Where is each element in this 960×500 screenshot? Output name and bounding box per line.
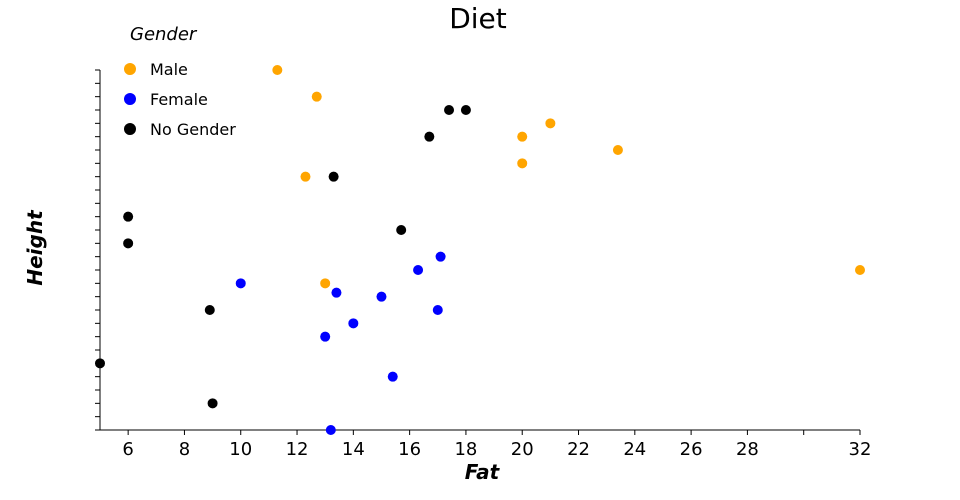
point-no-gender <box>204 305 215 315</box>
legend-marker-no-gender <box>124 123 136 135</box>
point-male <box>300 171 311 182</box>
y-axis <box>95 69 101 431</box>
point-no-gender <box>123 238 134 249</box>
x-axis: 6 8 10 12 14 16 18 20 22 24 26 28 32 <box>100 429 872 460</box>
point-no-gender <box>424 131 435 142</box>
point-no-gender <box>444 105 455 115</box>
x-tick-label: 16 <box>398 439 421 460</box>
point-female <box>432 305 443 315</box>
point-female <box>331 287 342 298</box>
x-axis-label: Fat <box>465 460 501 484</box>
point-male <box>545 118 556 129</box>
legend-label-male: Male <box>150 60 188 79</box>
x-tick-label: 26 <box>680 439 703 460</box>
x-tick-label: 20 <box>511 439 534 460</box>
x-tick-label: 22 <box>567 439 590 460</box>
point-female <box>320 331 331 342</box>
point-female <box>376 291 387 302</box>
point-no-gender <box>207 398 218 409</box>
point-male <box>272 65 283 75</box>
x-tick-label: 12 <box>286 439 309 460</box>
point-female <box>435 251 446 262</box>
point-no-gender <box>95 358 105 369</box>
x-tick-label: 28 <box>736 439 759 460</box>
point-male <box>855 265 865 275</box>
point-male <box>612 145 623 155</box>
data-points <box>95 65 865 435</box>
legend: Gender Male Female No Gender <box>124 24 236 139</box>
legend-label-female: Female <box>150 90 208 109</box>
point-female <box>413 265 424 275</box>
x-tick-label: 14 <box>342 439 365 460</box>
legend-marker-female <box>124 93 136 105</box>
x-tick-label: 18 <box>454 439 477 460</box>
point-female <box>235 278 246 289</box>
legend-label-no-gender: No Gender <box>150 120 236 139</box>
legend-title: Gender <box>130 24 198 45</box>
point-male <box>517 131 528 142</box>
point-no-gender <box>396 225 407 235</box>
point-female <box>348 318 359 329</box>
y-axis-label: Height <box>23 209 47 286</box>
x-tick-label: 24 <box>623 439 646 460</box>
point-no-gender <box>123 211 134 222</box>
point-male <box>517 158 528 169</box>
point-male <box>311 91 322 102</box>
point-male <box>320 278 331 289</box>
point-no-gender <box>460 105 471 115</box>
chart-title: Diet <box>449 2 507 35</box>
x-tick-label: 10 <box>229 439 252 460</box>
x-tick-label: 8 <box>179 439 190 460</box>
x-tick-label: 32 <box>849 439 872 460</box>
point-female <box>325 425 336 435</box>
point-female <box>387 371 398 382</box>
point-no-gender <box>328 171 339 182</box>
x-tick-label: 6 <box>122 439 133 460</box>
legend-marker-male <box>124 63 136 75</box>
